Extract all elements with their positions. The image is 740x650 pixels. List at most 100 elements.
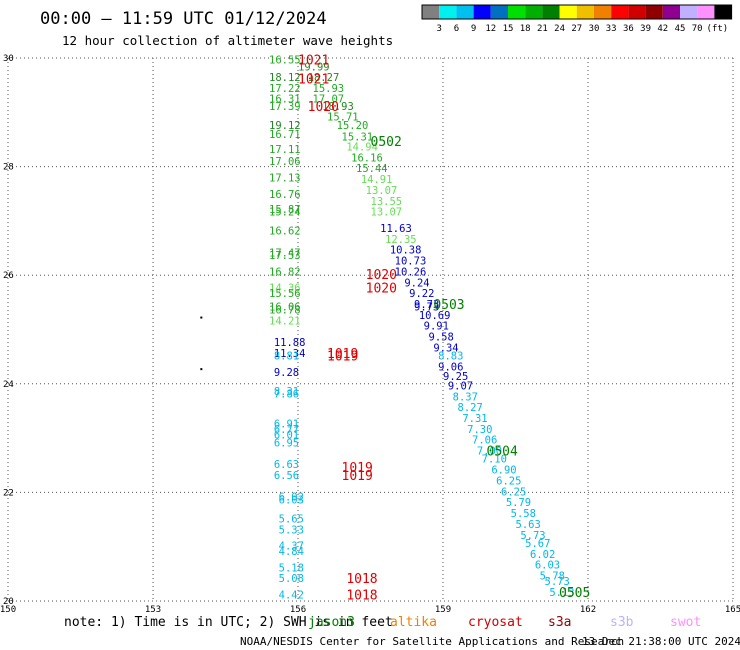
pressure-label: 1019 xyxy=(342,461,373,476)
colorbar-swatch xyxy=(714,5,732,19)
colorbar-swatch xyxy=(680,5,698,19)
colorbar-label: 6 xyxy=(454,24,459,34)
footer-credit: NOAA/NESDIS Center for Satellite Applica… xyxy=(240,635,624,648)
y-tick-label: 30 xyxy=(3,54,14,64)
colorbar-label: 12 xyxy=(485,24,496,34)
swh-value-label: 15.24 xyxy=(269,207,301,219)
swh-value-label: 5.58 xyxy=(511,508,536,520)
mission-legend-altika: altika xyxy=(390,615,437,630)
axis-ticks: 150 153 156 159 162 165 20 22 24 26 28 30 xyxy=(0,54,740,615)
swh-value-label: 9.28 xyxy=(274,367,299,379)
pressure-label: 1021 xyxy=(298,73,329,88)
swh-value-label: 4.42 xyxy=(279,589,304,601)
swh-value-label: 7.31 xyxy=(462,413,487,425)
swh-value-label: 14.94 xyxy=(346,142,378,154)
colorbar-label: 33 xyxy=(606,24,617,34)
swh-value-label: 6.63 xyxy=(274,459,299,471)
pressure-label: 1020 xyxy=(366,268,397,283)
swh-value-label: 15.44 xyxy=(356,163,388,175)
y-tick-label: 26 xyxy=(3,271,14,281)
swh-value-label: 6.03 xyxy=(279,494,304,506)
colorbar-swatch xyxy=(594,5,612,19)
pressure-label: 1020 xyxy=(366,282,397,297)
swh-value-label: 6.77 xyxy=(274,424,299,436)
colorbar-label: 42 xyxy=(657,24,668,34)
swh-value-label: 10.69 xyxy=(419,310,451,322)
swh-value-label: 7.86 xyxy=(274,389,299,401)
swh-value-label: 5.08 xyxy=(279,573,304,585)
swh-value-label: 15.31 xyxy=(342,132,374,144)
swh-value-label: 16.76 xyxy=(269,189,301,201)
time-labels: 0502 0503 0504 0505 xyxy=(371,135,591,601)
swh-value-label: 16.16 xyxy=(351,152,383,164)
x-tick-label: 156 xyxy=(290,605,306,615)
colorbar-swatch xyxy=(611,5,629,19)
swh-value-label: 9.34 xyxy=(433,342,458,354)
y-tick-label: 28 xyxy=(3,163,14,173)
swh-value-label: 6.90 xyxy=(491,465,516,477)
swh-value-label: 6.02 xyxy=(530,549,555,561)
swh-value-label: 18.93 xyxy=(322,101,354,113)
swh-value-label: 19.99 xyxy=(298,62,330,74)
grid xyxy=(7,57,734,602)
swh-value-label: 17.47 xyxy=(269,247,301,259)
land-dot xyxy=(200,368,203,371)
x-tick-label: 153 xyxy=(145,605,161,615)
swh-value-label: 5.65 xyxy=(279,513,304,525)
y-tick-label: 20 xyxy=(3,597,14,607)
swh-value-label: 17.39 xyxy=(269,101,301,113)
swh-value-label: 5.73 xyxy=(545,576,570,588)
colorbar-swatch xyxy=(662,5,680,19)
y-tick-label: 22 xyxy=(3,488,14,498)
swh-value-label: 15.20 xyxy=(337,120,369,132)
swh-value-label: 8.81 xyxy=(274,351,299,363)
time-label: 0505 xyxy=(559,586,590,601)
colorbar-swatch xyxy=(697,5,715,19)
mission-legend-s3b: s3b xyxy=(610,615,634,630)
swh-value-label: 9.58 xyxy=(429,332,454,344)
chart-title: 00:00 – 11:59 UTC 01/12/2024 xyxy=(40,9,327,29)
x-tick-label: 165 xyxy=(725,605,740,615)
pressure-labels: 1021102110201020102010191019101910191018… xyxy=(298,54,397,604)
time-label: 0502 xyxy=(371,135,402,150)
swh-value-label: 8.27 xyxy=(458,402,483,414)
swh-value-label: 13.07 xyxy=(366,185,398,197)
colorbar-swatch xyxy=(473,5,491,19)
swh-value-label: 6.02 xyxy=(279,492,304,504)
footer-note: note: 1) Time is in UTC; 2) SWH is in fe… xyxy=(64,615,393,630)
colorbar-label: 30 xyxy=(589,24,600,34)
swh-value-label: 16.78 xyxy=(269,304,301,316)
swh-value-label: 17.53 xyxy=(269,250,301,262)
colorbar-swatch xyxy=(645,5,663,19)
swh-value-label: 9.73 xyxy=(414,299,439,311)
swh-value-label: 14.91 xyxy=(361,174,393,186)
swh-value-label: 6.25 xyxy=(501,486,526,498)
colorbar-label: 39 xyxy=(640,24,651,34)
swh-value-label: 5.18 xyxy=(279,562,304,574)
swh-value-label: 4.84 xyxy=(279,546,304,558)
colorbar-label: 15 xyxy=(503,24,514,34)
pressure-label: 1019 xyxy=(327,347,358,362)
swh-value-label: 9.07 xyxy=(448,380,473,392)
colorbar-swatch xyxy=(542,5,560,19)
colorbar-swatch xyxy=(508,5,526,19)
swh-value-label: 13.07 xyxy=(371,207,403,219)
swh-value-label: 6.25 xyxy=(496,475,521,487)
footer-generated: 13 Dec 21:38:00 UTC 2024 xyxy=(582,635,740,648)
swh-value-label: 16.71 xyxy=(269,129,301,141)
chart-subtitle: 12 hour collection of altimeter wave hei… xyxy=(62,33,393,48)
swh-value-label: 16.62 xyxy=(269,226,301,238)
swh-value-label: 5.33 xyxy=(279,524,304,536)
colorbar-swatch xyxy=(628,5,646,19)
swh-value-label: 15.87 xyxy=(269,204,301,216)
swh-value-label: 18.12 xyxy=(269,72,301,84)
swh-value-label: 8.31 xyxy=(274,386,299,398)
swh-value-label: 9.73 xyxy=(414,302,439,314)
land-dots xyxy=(200,316,203,371)
swh-value-label: 5.78 xyxy=(540,570,565,582)
colorbar-swatch xyxy=(576,5,594,19)
swh-value-label: 15.56 xyxy=(269,288,301,300)
y-tick-label: 24 xyxy=(3,380,14,390)
